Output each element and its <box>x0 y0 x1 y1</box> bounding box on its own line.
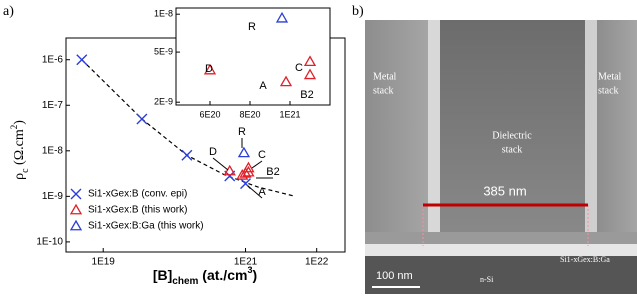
panel-label: a) <box>3 4 14 19</box>
y-tick-label: 1E-9 <box>42 191 64 202</box>
y-label-part: 2 <box>9 125 19 130</box>
legend-label: Si1-xGex:B (conv. epi) <box>88 189 187 200</box>
sige-layer <box>365 244 637 256</box>
y-label-part: ρ <box>12 173 27 180</box>
annotation: D <box>205 63 213 75</box>
dielectric <box>440 20 585 245</box>
layer-label: Si1-xGex:B:Ga <box>560 255 610 264</box>
legend-label: Si1-xGex:B (this work) <box>88 205 187 216</box>
x-axis-label: [B]chem (at./cm3) <box>153 265 257 287</box>
x-label-part: ) <box>252 267 257 283</box>
x-tick-label: 1E19 <box>92 257 116 268</box>
annotation: R <box>248 21 256 33</box>
y-tick-label: 1E-8 <box>42 145 64 156</box>
width-label: 385 nm <box>483 183 526 198</box>
marker-triangle <box>242 161 255 173</box>
marker-cross <box>136 113 148 125</box>
y-tick-label: 1E-10 <box>36 237 63 248</box>
annotation: R <box>238 126 246 138</box>
marker-cross <box>76 54 88 66</box>
metal-label: Metal <box>598 71 622 82</box>
marker-triangle <box>275 11 289 23</box>
metal-label: stack <box>598 85 619 96</box>
annotation: D <box>209 146 217 158</box>
x-tick-label: 1E22 <box>305 257 329 268</box>
annotation: A <box>258 186 266 198</box>
y-tick-label: 1E-6 <box>42 54 64 65</box>
marker-cross <box>181 149 193 161</box>
metal-right <box>597 20 637 245</box>
annotation-arrow <box>251 160 263 169</box>
marker-triangle <box>237 146 251 158</box>
y-label-part: c <box>20 168 31 173</box>
x-label-part: [B] <box>153 267 172 283</box>
marker-triangle <box>203 63 217 75</box>
metal-label: Metal <box>373 71 397 82</box>
y-tick-label: 1E-8 <box>154 9 173 19</box>
y-tick-label: 1E-7 <box>42 100 64 111</box>
y-label-part: ) <box>12 120 27 125</box>
annotation: B2 <box>300 89 313 101</box>
marker-triangle <box>303 55 317 67</box>
y-tick-label: 5E-9 <box>154 46 173 56</box>
annotation-arrow <box>212 157 229 171</box>
scale-label: 100 nm <box>376 270 413 282</box>
legend-label: Si1-xGex:B:Ga (this work) <box>88 221 204 232</box>
annotation: A <box>259 80 267 92</box>
spacer-right <box>585 20 597 245</box>
dielectric-label: Dielectric <box>492 130 532 141</box>
metal-label: stack <box>373 85 394 96</box>
annotation: C <box>258 149 266 161</box>
y-axis-label: ρc (Ω.cm2) <box>9 120 31 180</box>
substrate-label: n-Si <box>480 275 494 284</box>
dielectric-label: stack <box>502 144 523 155</box>
fit-line <box>81 59 296 197</box>
x-tick-label: 8E20 <box>239 109 260 119</box>
liner <box>365 232 637 246</box>
plot-frame <box>175 7 331 106</box>
legend-marker <box>69 203 83 215</box>
annotation-arrow <box>247 185 263 199</box>
annotation: C <box>295 62 303 74</box>
marker-triangle <box>279 75 293 87</box>
y-tick-label: 2E-9 <box>154 97 173 107</box>
marker-triangle <box>303 68 317 80</box>
metal-left <box>365 20 428 245</box>
spacer-left <box>428 20 440 245</box>
x-label-part: (at./cm <box>198 267 247 283</box>
panel-label: b) <box>352 4 364 19</box>
x-tick-label: 6E20 <box>199 109 220 119</box>
x-tick-label: 1E21 <box>234 257 258 268</box>
sem-image: Metal stack Metal stack Dielectric stack… <box>365 20 637 294</box>
legend-marker <box>70 188 82 200</box>
x-tick-label: 1E21 <box>279 109 300 119</box>
y-label-part: (Ω.cm <box>12 129 27 168</box>
legend-marker <box>69 219 83 231</box>
marker-triangle <box>239 167 252 178</box>
annotation: B2 <box>266 166 279 178</box>
marker-triangle <box>223 164 236 176</box>
x-label-part: 3 <box>247 265 252 275</box>
x-label-part: chem <box>172 276 198 287</box>
